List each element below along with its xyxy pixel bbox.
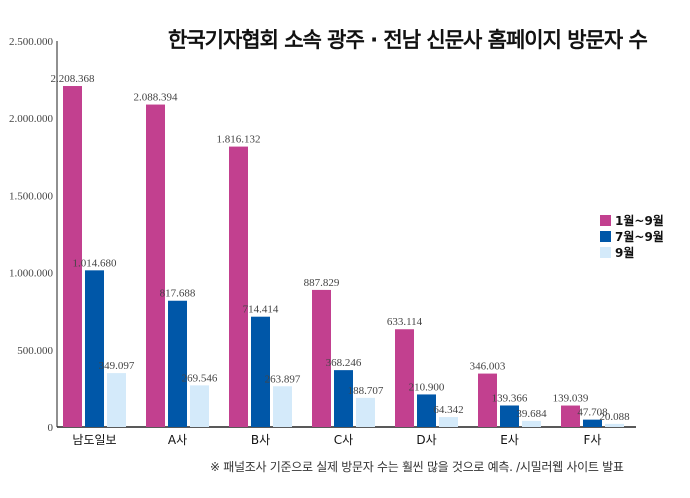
y-tick-label: 2.000.000 bbox=[9, 113, 54, 125]
data-label: 714.414 bbox=[243, 304, 279, 316]
bar-1-5 bbox=[395, 329, 414, 427]
data-label: 20.088 bbox=[599, 411, 630, 423]
data-label: 817.688 bbox=[160, 288, 196, 300]
bar-1-3 bbox=[229, 146, 248, 427]
data-label: 1.816.132 bbox=[217, 134, 261, 146]
bar-2-1 bbox=[85, 270, 104, 427]
legend-swatch bbox=[600, 215, 611, 226]
bar-3-2 bbox=[190, 385, 209, 427]
bar-3-4 bbox=[356, 397, 375, 427]
data-label: 64.342 bbox=[433, 404, 463, 416]
chart-title: 한국기자협회 소속 광주 · 전남 신문사 홈페이지 방문자 수 bbox=[168, 28, 648, 52]
y-tick-label: 0 bbox=[48, 422, 54, 434]
chart-note: ※ 패널조사 기준으로 실제 방문자 수는 훨씬 많을 것으로 예측. /시밀러… bbox=[210, 460, 624, 474]
legend-swatch bbox=[600, 247, 611, 258]
legend-label: 7월~9월 bbox=[615, 229, 664, 244]
x-tick-label: 남도일보 bbox=[72, 433, 116, 447]
data-label: 139.366 bbox=[492, 392, 528, 404]
bar-2-3 bbox=[251, 316, 270, 427]
x-tick-label: A사 bbox=[168, 433, 187, 447]
bar-2-6 bbox=[500, 405, 519, 427]
data-label: 633.114 bbox=[387, 316, 423, 328]
y-tick-label: 1.000.000 bbox=[9, 268, 54, 280]
data-label: 368.246 bbox=[326, 357, 362, 369]
data-label: 139.039 bbox=[553, 393, 589, 405]
data-label: 188.707 bbox=[348, 385, 384, 397]
bar-3-5 bbox=[439, 417, 458, 427]
x-tick-label: D사 bbox=[416, 433, 436, 447]
bar-2-4 bbox=[334, 370, 353, 427]
data-label: 1.014.680 bbox=[73, 257, 118, 269]
data-label: 346.003 bbox=[470, 361, 506, 373]
x-tick-label: E사 bbox=[500, 433, 519, 447]
legend-label: 1월~9월 bbox=[615, 213, 664, 228]
data-label: 269.546 bbox=[182, 372, 218, 384]
y-tick-label: 500.000 bbox=[17, 345, 53, 357]
x-tick-label: F사 bbox=[584, 433, 602, 447]
bar-2-5 bbox=[417, 394, 436, 427]
y-tick-label: 2.500.000 bbox=[9, 36, 54, 48]
data-label: 349.097 bbox=[99, 360, 135, 372]
bar-2-2 bbox=[168, 300, 187, 427]
bar-3-1 bbox=[107, 373, 126, 427]
legend-swatch bbox=[600, 231, 611, 242]
bar-1-6 bbox=[478, 373, 497, 427]
bar-3-7 bbox=[605, 423, 624, 427]
bar-3-6 bbox=[522, 420, 541, 427]
bar-1-7 bbox=[561, 405, 580, 427]
data-label: 47.708 bbox=[577, 407, 608, 419]
legend-label: 9월 bbox=[615, 245, 634, 260]
bar-1-2 bbox=[146, 104, 165, 427]
data-label: 2.088.394 bbox=[134, 92, 179, 104]
data-label: 39.684 bbox=[516, 408, 547, 420]
bar-2-7 bbox=[583, 419, 602, 427]
x-tick-label: C사 bbox=[334, 433, 353, 447]
data-label: 263.897 bbox=[265, 373, 301, 385]
bar-1-4 bbox=[312, 289, 331, 427]
data-label: 210.900 bbox=[409, 381, 445, 393]
bar-1-1 bbox=[63, 86, 82, 427]
x-tick-label: B사 bbox=[251, 433, 270, 447]
data-label: 2.208.368 bbox=[51, 73, 96, 85]
y-tick-label: 1.500.000 bbox=[9, 190, 54, 202]
data-label: 887.829 bbox=[304, 277, 340, 289]
bar-3-3 bbox=[273, 386, 292, 427]
